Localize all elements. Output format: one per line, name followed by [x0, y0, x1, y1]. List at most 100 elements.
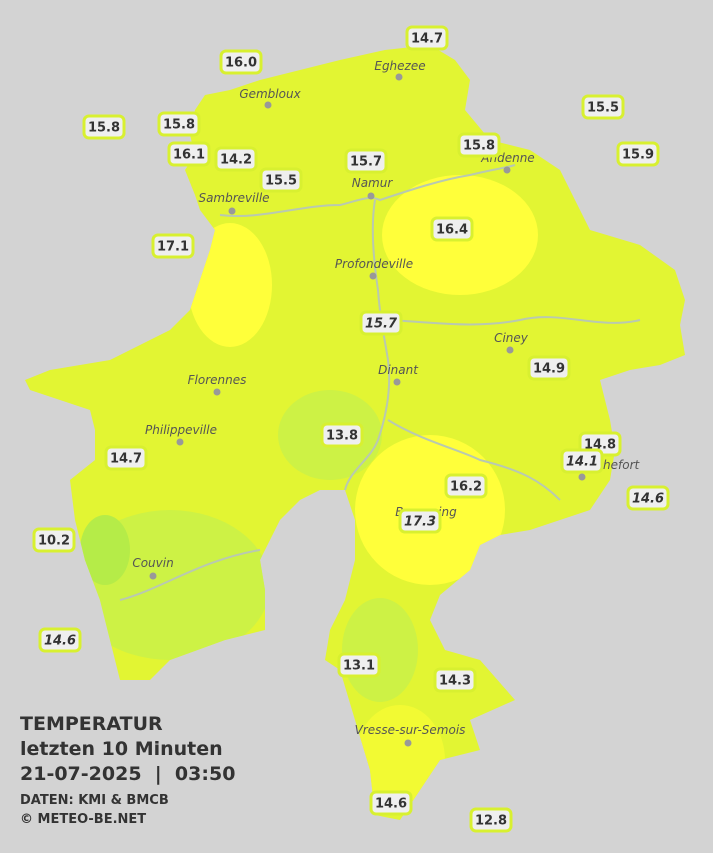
- station-box: [32, 527, 76, 553]
- legend-datetime: 21-07-2025 | 03:50: [20, 763, 235, 785]
- station: 14.3: [433, 667, 477, 693]
- station-value: 14.7: [110, 452, 142, 467]
- station-box: [581, 94, 625, 120]
- station-box: [405, 25, 449, 51]
- station-box: [359, 310, 403, 336]
- town-dot: [506, 346, 514, 354]
- town-dot: [395, 73, 403, 81]
- station: 12.8: [469, 807, 513, 833]
- station-value: 15.8: [463, 139, 495, 154]
- station-box: [82, 114, 126, 140]
- station-box: [337, 652, 381, 678]
- station: 14.6: [369, 790, 413, 816]
- station-box: [38, 627, 82, 653]
- town-label: Eghezee: [374, 59, 425, 73]
- station-value: 15.7: [365, 317, 398, 332]
- station-value: 14.9: [533, 362, 565, 377]
- town-dot: [369, 272, 377, 280]
- station-value: 15.5: [265, 174, 297, 189]
- station-value: 14.6: [44, 634, 76, 649]
- station: 15.7: [359, 310, 403, 336]
- station: 14.6: [626, 485, 670, 511]
- town-dot: [264, 101, 272, 109]
- station-value: 14.7: [411, 32, 443, 47]
- station-box: [219, 49, 263, 75]
- station-box: [104, 445, 148, 471]
- station-value: 15.8: [88, 121, 120, 136]
- station: 15.8: [82, 114, 126, 140]
- station-box: [469, 807, 513, 833]
- town-dot: [578, 473, 586, 481]
- legend-copyright: © METEO-BE.NET: [20, 812, 146, 827]
- station: 13.1: [337, 652, 381, 678]
- station-value: 10.2: [38, 534, 70, 549]
- station-box: [259, 167, 303, 193]
- station: 16.1: [167, 141, 211, 167]
- station: 14.7: [405, 25, 449, 51]
- town-dot: [176, 438, 184, 446]
- town-label: Couvin: [132, 556, 173, 570]
- town-dot: [503, 166, 511, 174]
- station-value: 16.0: [225, 56, 257, 71]
- station-value: 17.1: [157, 240, 189, 255]
- station: 14.7: [104, 445, 148, 471]
- station: 16.4: [430, 216, 474, 242]
- legend-period: letzten 10 Minuten: [20, 738, 223, 760]
- station-box: [626, 485, 670, 511]
- station-box: [433, 667, 477, 693]
- station-box: [167, 141, 211, 167]
- station-value: 15.5: [587, 101, 619, 116]
- legend-title: TEMPERATUR: [20, 713, 163, 735]
- town-label: Namur: [352, 176, 394, 190]
- station: 15.9: [616, 141, 660, 167]
- station-box: [444, 473, 488, 499]
- town-dot: [393, 378, 401, 386]
- station-value: 12.8: [475, 814, 507, 829]
- station-value: 16.4: [436, 223, 468, 238]
- station-box: [344, 148, 388, 174]
- station-value: 14.3: [439, 674, 471, 689]
- town-label: Gembloux: [239, 87, 301, 101]
- town-label: Sambreville: [198, 191, 269, 205]
- station-box: [369, 790, 413, 816]
- town-dot: [404, 739, 412, 747]
- station: 14.9: [527, 355, 571, 381]
- station-box: [398, 508, 442, 534]
- station: 15.8: [457, 132, 501, 158]
- station-box: [527, 355, 571, 381]
- station-value: 17.3: [404, 515, 436, 530]
- station-box: [560, 448, 604, 474]
- station-box: [151, 233, 195, 259]
- town-label: Vresse-sur-Semois: [355, 723, 466, 737]
- station: 15.5: [259, 167, 303, 193]
- station-box: [320, 422, 364, 448]
- station-value: 13.8: [326, 429, 358, 444]
- station-value: 15.7: [350, 155, 382, 170]
- station-value: 15.9: [622, 148, 654, 163]
- station-value: 14.2: [220, 153, 252, 168]
- station: 17.3: [398, 508, 442, 534]
- legend-source: DATEN: KMI & BMCB: [20, 793, 169, 808]
- town-label: Profondeville: [335, 257, 413, 271]
- station: 14.6: [38, 627, 82, 653]
- station: 16.0: [219, 49, 263, 75]
- station: 15.7: [344, 148, 388, 174]
- town-label: Florennes: [188, 373, 247, 387]
- station: 14.2: [214, 146, 258, 172]
- station-box: [616, 141, 660, 167]
- town-dot: [367, 192, 375, 200]
- station-value: 16.1: [173, 148, 205, 163]
- station-value: 16.2: [450, 480, 482, 495]
- station: 13.8: [320, 422, 364, 448]
- station: 15.8: [157, 111, 201, 137]
- station-value: 14.1: [566, 455, 598, 470]
- town-label: Philippeville: [145, 423, 217, 437]
- station: 17.1: [151, 233, 195, 259]
- station-box: [157, 111, 201, 137]
- town-label: Ciney: [494, 331, 529, 345]
- station-value: 13.1: [343, 659, 375, 674]
- station-value: 14.6: [375, 797, 407, 812]
- station-value: 15.8: [163, 118, 195, 133]
- station-box: [214, 146, 258, 172]
- station-box: [430, 216, 474, 242]
